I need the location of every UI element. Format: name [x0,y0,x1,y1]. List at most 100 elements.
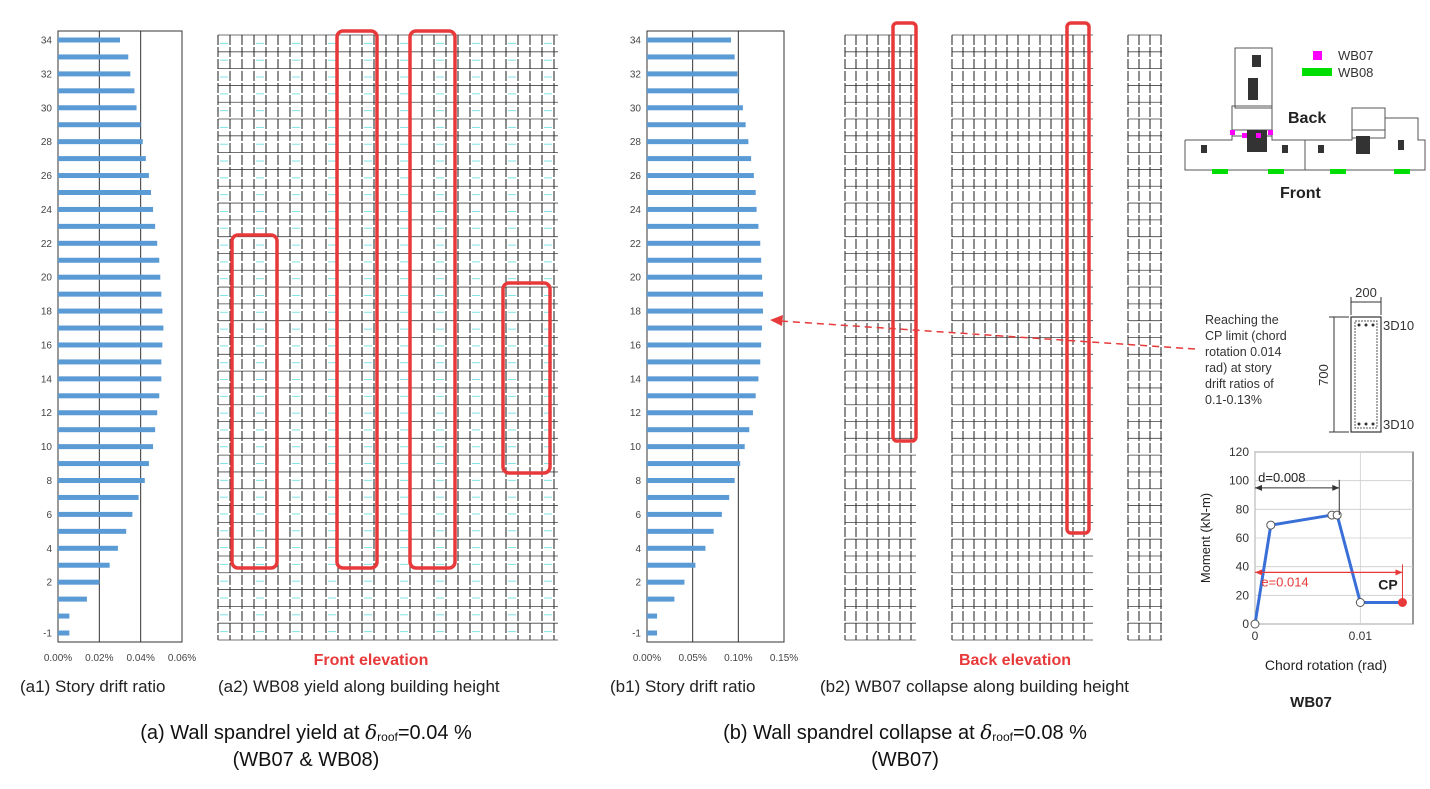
backbone-y-tick-label: 80 [1236,502,1250,516]
wb08-marker-4 [1394,169,1410,174]
drift-b-y-tick-label: 20 [630,273,642,284]
drift-a-y-tick-label: 14 [41,374,53,385]
wb07-marker-3 [1256,133,1261,138]
drift-a-y-tick-label: 10 [41,442,53,453]
drift-b-x-tick-label: 0.05% [678,653,706,664]
drift-a-x-tick-label: 0.06% [168,653,196,664]
section-stirrup [1354,320,1378,429]
backbone-point [1250,619,1260,629]
drift-a-bar [58,630,70,636]
drift-a-x-tick-label: 0.00% [44,653,72,664]
drift-a-y-tick-label: 8 [46,476,52,487]
drift-b-bar [647,274,763,280]
rebar-bottom-3 [1371,422,1375,426]
drift-b-bar [647,494,730,500]
back-elevation-grid [844,34,1162,641]
drift-chart-a-frame [57,30,183,643]
section-outline [1350,316,1382,433]
backbone-point [1332,510,1342,520]
drift-b-bar [647,410,753,416]
plan-core-fill-right [1356,136,1370,154]
section-width-label: 200 [1355,285,1377,300]
backbone-y-ticks: 0 20 40 60 80 100 120 [1229,445,1249,631]
e-arrowhead-right [1395,569,1403,576]
drift-b-bar [647,596,675,602]
drift-a-bar [58,122,141,128]
d-arrowhead-left [1255,484,1262,491]
backbone-point [1355,598,1365,607]
drift-a-y-tick-label: 2 [46,578,52,589]
drift-b-bar [647,291,763,297]
drift-b-bar [647,240,761,246]
drift-a-y-tick-label: 24 [41,205,53,216]
front-elevation-highlights [230,29,552,570]
caption-a-prefix: (a) Wall spandrel yield at [140,722,366,744]
plan-wall-fill-1 [1252,55,1261,67]
plan-outline [1184,117,1426,171]
legend-wb08-swatch [1302,68,1332,76]
drift-chart-b-bars [647,31,763,642]
highlight-box-a3 [408,29,457,570]
drift-a-y-tick-label: 22 [41,239,53,250]
backbone-point [1266,520,1276,530]
drift-a-bar [58,579,100,585]
plan-core-block [1234,47,1273,109]
drift-b-bar [647,511,722,517]
front-elevation-grid [217,34,558,641]
drift-b-y-tick-label: 16 [630,340,642,351]
wb07-marker-1 [1230,130,1235,135]
plan-wall-fill-3 [1201,145,1207,153]
highlight-box-b2 [1065,21,1091,535]
backbone-x-label: Chord rotation (rad) [1265,657,1387,673]
drift-b-bar [647,444,745,450]
caption-a-line-1: (a) Wall spandrel yield at δroof=0.04 % [38,720,574,745]
drift-b-bar [647,223,759,229]
drift-b-bar [647,630,658,636]
drift-a-bar [58,393,160,399]
drift-a-y-tick-label: 30 [41,103,53,114]
drift-a-bar [58,156,146,162]
drift-b-bar [647,342,762,348]
drift-b-bar [647,139,749,145]
drift-b-bar [647,562,696,568]
drift-a-y-tick-label: 34 [41,36,53,47]
cp-pointer-arrow [779,320,1196,350]
cp-label: CP [1378,577,1397,593]
drift-a-bar [58,410,158,416]
drift-a-bar [58,511,133,517]
drift-a-y-tick-label: 12 [41,408,53,419]
front-elevation-label: Front elevation [314,652,429,669]
drift-chart-b-x-ticks: 0.00% 0.05% 0.10% 0.15% [633,653,798,664]
drift-a-x-tick-label: 0.04% [126,653,154,664]
wb07-marker-4 [1268,130,1273,135]
drift-a-bar [58,427,156,433]
drift-b-bar [647,156,752,162]
drift-b-bar [647,461,741,467]
rebar-bottom-1 [1357,422,1361,426]
caption-a-delta: δ [365,720,378,744]
rebar-top-1 [1357,323,1361,327]
drift-a-bar [58,240,158,246]
spandrel-section: 200 700 3D10 3D10 [1316,285,1414,433]
drift-b-y-tick-label: 32 [630,69,642,80]
drift-b-x-tick-label: 0.10% [724,653,752,664]
drift-a-y-tick-label: 20 [41,273,53,284]
drift-chart-b-subtitle: (b1) Story drift ratio [610,677,756,696]
backbone-y-label: Moment (kN-m) [1198,493,1213,583]
caption-a-line-2: (WB07 & WB08) [232,749,380,771]
drift-b-bar [647,528,714,534]
drift-a-y-tick-label: 32 [41,69,53,80]
drift-b-bar [647,478,735,484]
backbone-title: WB07 [1290,694,1332,711]
drift-b-bar [647,579,685,585]
wb08-marker-1 [1212,169,1228,174]
drift-a-bar [58,71,131,77]
backbone-y-tick-label: 60 [1236,531,1250,545]
backbone-y-tick-label: 40 [1236,560,1250,574]
caption-a: (a) Wall spandrel yield at δroof=0.04 % … [38,720,574,772]
backbone-y-tick-label: 20 [1236,588,1250,602]
